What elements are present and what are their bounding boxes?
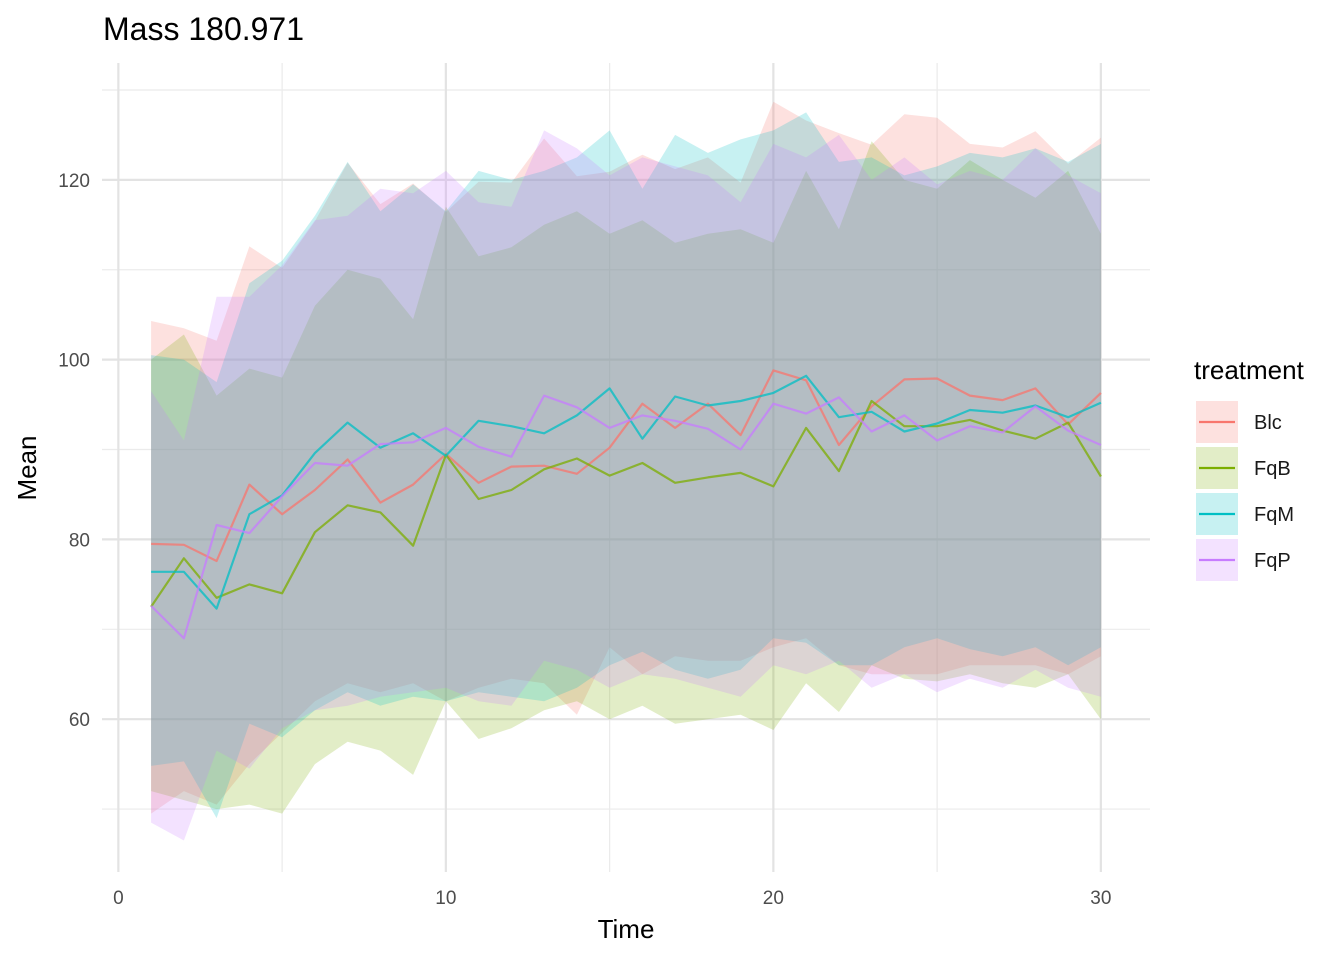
legend-label: FqP — [1254, 550, 1291, 572]
x-tick-label: 20 — [763, 888, 784, 909]
x-tick-label: 30 — [1090, 888, 1111, 909]
y-tick-label: 80 — [69, 530, 90, 551]
legend-item-fqm: FqM — [1196, 493, 1294, 535]
ribbons-layer — [151, 101, 1101, 841]
line-fqb — [150, 399, 1102, 608]
y-axis-ticks: 60 80 100 120 — [58, 171, 90, 731]
series-lines-layer — [150, 369, 1102, 640]
line-fqm — [151, 374, 1102, 610]
legend-label: FqB — [1254, 458, 1291, 480]
ribbon-blc — [151, 101, 1101, 814]
legend-label: FqM — [1254, 504, 1294, 526]
legend: treatment Blc FqB FqM FqP — [1194, 355, 1305, 581]
major-gridlines — [102, 63, 1150, 872]
ribbon-fqp — [151, 130, 1101, 841]
y-axis-title: Mean — [12, 435, 42, 500]
line-blc — [151, 369, 1102, 563]
x-tick-label: 10 — [435, 888, 456, 909]
legend-item-fqp: FqP — [1196, 539, 1291, 581]
ribbon-fqb — [151, 141, 1101, 814]
minor-gridlines — [102, 63, 1150, 872]
legend-item-fqb: FqB — [1196, 447, 1291, 489]
y-tick-label: 100 — [58, 351, 90, 372]
ribbon-fqm — [151, 112, 1101, 819]
chart-title: Mass 180.971 — [103, 11, 304, 47]
x-tick-label: 0 — [113, 888, 124, 909]
x-axis-title: Time — [598, 914, 655, 944]
y-tick-label: 120 — [58, 171, 90, 192]
y-tick-label: 60 — [69, 710, 90, 731]
legend-label: Blc — [1254, 412, 1282, 434]
line-fqp — [150, 394, 1102, 640]
x-axis-ticks: 0 10 20 30 — [113, 888, 1111, 909]
legend-item-blc: Blc — [1196, 401, 1282, 443]
legend-title: treatment — [1194, 355, 1305, 385]
